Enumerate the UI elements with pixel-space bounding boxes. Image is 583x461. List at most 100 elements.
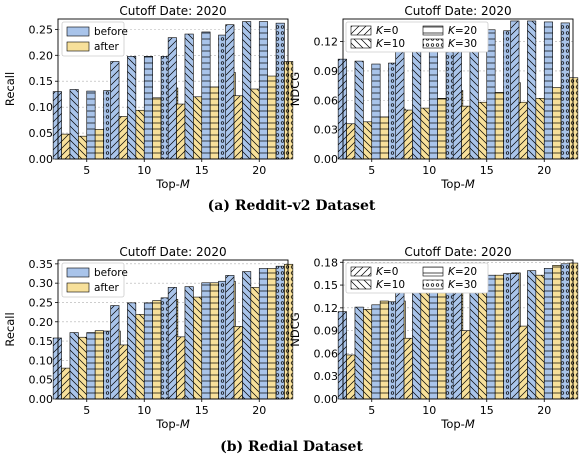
bar-before [127,56,137,160]
legend-swatch-k [422,266,444,277]
y-tick-label: 0.00 [29,153,54,166]
bar-before [543,268,553,400]
bar-before [275,265,285,400]
bar-before [225,275,235,400]
x-tick-label: 5 [368,164,375,177]
bar-after [346,123,356,160]
y-tick-label: 0.00 [314,393,339,406]
plot-frame [57,18,289,160]
caption-reddit: (a) Reddit-v2 Dataset [207,198,376,214]
bar-before [167,287,177,400]
x-tick-label: 5 [83,404,90,417]
bar-before [201,282,211,400]
legend-swatch-before [66,26,90,37]
bar-before [127,302,137,400]
legend-label-k: K=0 [376,266,398,278]
bar-after [152,97,162,160]
reddit-recall-chart: 0.00 0.05 0.10 0.15 0.20 0.25 5 10 15 20 Cutoff Da… [3,4,294,191]
bar-after [94,129,104,160]
y-axis-label: NDCG [288,72,302,106]
y-tick-label: 0.30 [29,277,54,290]
bar-after [518,101,528,160]
y-tick-label: 0.18 [314,256,339,269]
legend-label-k: K=20 [448,25,477,37]
y-tick-label: 0.00 [314,153,339,166]
bar-after [535,98,545,160]
legend-label-k: K=10 [376,38,405,50]
bar-after [420,292,430,400]
bar-after [78,336,88,400]
bar-after [118,116,128,160]
bar-after [61,367,71,400]
y-tick-label: 0.25 [29,296,54,309]
bar-before [337,311,347,400]
redial-ndcg-chart: 0.00 0.03 0.06 0.09 0.12 0.15 0.18 5 10 15 20 Cutof… [288,245,579,431]
legend-swatch-k [350,279,372,290]
bar-before [560,263,570,400]
y-tick-label: 0.35 [29,258,54,271]
y-axis-label: Recall [3,72,17,106]
x-tick-label: 15 [195,404,209,417]
bar-after [363,309,373,400]
bar-after [461,330,471,400]
x-tick-label: 10 [422,404,436,417]
legend-label-before: before [94,26,128,38]
bar-after [267,75,277,160]
bar-after [494,274,504,400]
legend-label-k: K=30 [448,38,477,50]
y-tick-label: 0.06 [314,347,339,360]
bar-before [469,278,479,400]
bar-before [69,89,79,160]
bar-before [110,305,120,400]
legend-swatch-k [422,279,444,290]
x-axis-label: Top-M [440,177,475,191]
y-tick-label: 0.03 [314,370,339,383]
bar-before [258,21,268,160]
bar-before [52,91,62,160]
legend-swatch-k [350,25,372,36]
bar-after [233,326,243,400]
x-tick-label: 20 [537,164,551,177]
bar-after [363,121,373,160]
bar-before [560,22,570,160]
bar-before [184,33,194,160]
y-tick-label: 0.09 [314,325,339,338]
bar-after [176,103,186,160]
bar-after [403,337,413,400]
legend: K=0 K=20 K=10 K=30 [345,262,489,294]
y-axis-label: NDCG [288,312,302,346]
bar-before [143,302,153,400]
x-tick-label: 15 [480,404,494,417]
legend-swatch-k [422,38,444,49]
bar-after [552,87,562,160]
plot-frame [57,259,289,400]
x-tick-label: 10 [137,164,151,177]
legend-label-before: before [94,267,128,279]
bar-before [86,90,96,160]
bar-before [395,39,405,160]
x-tick-label: 5 [83,164,90,177]
chart-title: Cutoff Date: 2020 [119,4,226,18]
bar-after [379,300,389,400]
x-axis-label: Top-M [155,177,190,191]
bar-before [167,37,177,160]
bar-after [209,282,219,400]
bar-after [267,268,277,400]
bar-after [478,280,488,400]
legend-swatch-k [350,38,372,49]
y-tick-label: 0.15 [314,279,339,292]
bar-after [250,287,260,400]
legend-label-k: K=0 [376,25,398,37]
bar-before [354,60,364,160]
x-tick-label: 15 [480,164,494,177]
x-axis-label: Top-M [440,417,475,431]
legend: before after [61,21,128,57]
bar-before [242,21,252,160]
caption-redial: (b) Redial Dataset [220,439,363,455]
reddit-ndcg-chart: 0.00 0.03 0.06 0.09 0.12 5 10 15 20 Cutoff Date: … [288,4,579,191]
legend-box [345,21,489,53]
bar-after [518,325,528,400]
legend-label-k: K=10 [376,279,405,291]
legend-swatch-after [66,41,90,52]
bar-after [569,262,579,400]
